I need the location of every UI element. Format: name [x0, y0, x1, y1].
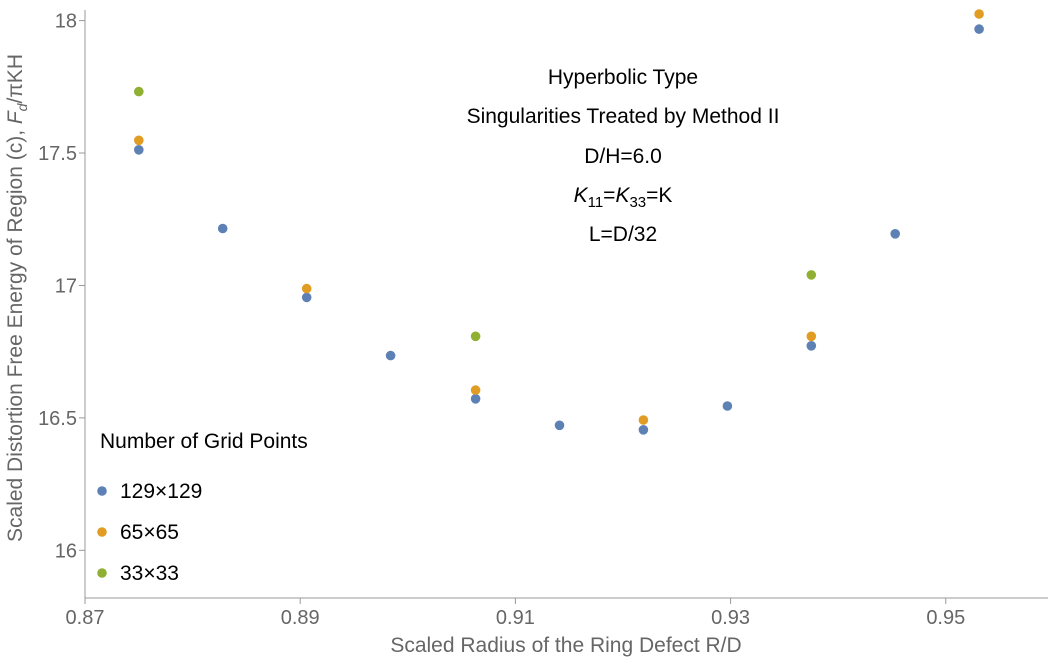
x-tick-label: 0.95: [926, 607, 965, 629]
data-point: [301, 292, 312, 303]
y-tick-label: 16: [55, 540, 77, 562]
data-point: [806, 270, 817, 280]
y-tick-label: 17: [55, 275, 77, 297]
legend: Number of Grid Points 129×129 65×65 33×3…: [97, 430, 308, 585]
x-tick-label: 0.89: [281, 607, 320, 629]
y-axis-title: Scaled Distortion Free Energy of Region …: [4, 54, 30, 542]
data-point: [217, 223, 228, 234]
legend-marker-65: [97, 527, 107, 537]
data-point: [470, 394, 481, 404]
x-tick-label: 0.91: [496, 607, 535, 629]
legend-item: 33×33: [97, 562, 179, 585]
legend-item: 129×129: [97, 480, 202, 503]
x-tick-label: 0.87: [66, 607, 105, 629]
data-point: [890, 229, 900, 239]
data-point: [806, 331, 817, 342]
legend-label-33: 33×33: [120, 562, 179, 585]
annotation-method: Singularities Treated by Method II: [467, 105, 780, 128]
y-tick-label: 16.5: [38, 408, 77, 430]
legend-title: Number of Grid Points: [100, 430, 308, 453]
data-point: [638, 425, 649, 435]
chart-annotation: Hyperbolic Type Singularities Treated by…: [467, 66, 780, 246]
data-point: [638, 415, 649, 425]
data-point: [385, 350, 396, 361]
x-ticks: 0.87 0.89 0.91 0.93 0.95: [66, 598, 965, 629]
annotation-length: L=D/32: [589, 223, 657, 246]
y-tick-label: 17.5: [38, 143, 77, 165]
legend-label-65: 65×65: [120, 521, 179, 544]
data-point: [470, 331, 481, 342]
x-tick-label: 0.93: [711, 607, 750, 629]
annotation-ratio: D/H=6.0: [584, 145, 662, 168]
data-point: [134, 86, 144, 97]
data-point: [134, 135, 144, 146]
legend-marker-33: [97, 568, 107, 578]
annotation-elastic-constants: K11=K33=K: [574, 184, 673, 211]
data-point: [554, 420, 565, 431]
data-point: [470, 385, 481, 395]
data-point: [974, 24, 984, 34]
data-point: [134, 145, 144, 155]
y-ticks: 16 16.5 17 17.5 18: [38, 11, 85, 562]
data-point: [806, 341, 817, 351]
legend-label-129: 129×129: [120, 480, 202, 503]
legend-marker-129: [97, 486, 107, 496]
data-points: [134, 9, 984, 435]
data-point: [301, 283, 312, 294]
x-axis-title: Scaled Radius of the Ring Defect R/D: [390, 634, 741, 657]
legend-item: 65×65: [97, 521, 179, 544]
y-tick-label: 18: [55, 11, 77, 33]
data-point: [974, 9, 984, 19]
annotation-type: Hyperbolic Type: [548, 66, 698, 89]
data-point: [722, 401, 733, 411]
